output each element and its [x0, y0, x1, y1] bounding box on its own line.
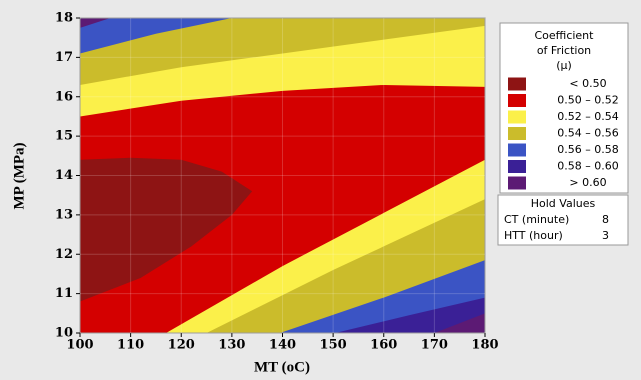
contour-region	[335, 297, 485, 333]
legend-swatch	[508, 94, 526, 107]
y-tick-label: 18	[55, 11, 73, 26]
x-tick-label: 120	[168, 338, 195, 353]
legend-swatch	[508, 143, 526, 157]
y-tick-label: 17	[55, 50, 73, 65]
legend-label: < 0.50	[569, 77, 606, 90]
contour-region	[434, 313, 485, 333]
x-tick-label: 100	[66, 338, 93, 353]
contour-region	[80, 18, 111, 28]
legend-label: 0.56 – 0.58	[557, 143, 618, 156]
x-tick-label: 160	[370, 338, 397, 353]
legend-label: 0.54 – 0.56	[557, 127, 618, 140]
legend-swatch	[508, 127, 526, 140]
legend-swatch	[508, 176, 526, 190]
y-tick-label: 16	[55, 89, 73, 104]
y-tick-label: 10	[55, 326, 73, 341]
x-tick-label: 150	[320, 338, 347, 353]
y-tick-label: 14	[55, 168, 73, 183]
x-axis-label: MT (oC)	[254, 359, 310, 375]
y-tick-label: 12	[55, 247, 73, 262]
legend-title: of Friction	[537, 44, 591, 57]
legend-swatch	[508, 110, 526, 124]
x-tick-label: 180	[471, 338, 498, 353]
hold-title: Hold Values	[531, 197, 596, 210]
legend-label: > 0.60	[569, 176, 606, 189]
contour-region	[80, 157, 253, 302]
hold-name: HTT (hour)	[504, 229, 563, 242]
y-axis-label: MP (MPa)	[11, 142, 27, 209]
x-tick-label: 130	[218, 338, 245, 353]
legend-label: 0.58 – 0.60	[557, 160, 618, 173]
legend-label: 0.50 – 0.52	[557, 94, 618, 107]
y-tick-label: 11	[55, 286, 73, 301]
x-tick-label: 110	[117, 338, 144, 353]
hold-name: CT (minute)	[504, 213, 569, 226]
legend-swatch	[508, 160, 526, 173]
legend-swatch	[508, 77, 526, 91]
x-tick-label: 170	[421, 338, 448, 353]
contour-region	[80, 18, 232, 54]
legend-title: (μ)	[556, 59, 572, 72]
y-tick-label: 13	[55, 207, 73, 222]
legend-label: 0.52 – 0.54	[557, 110, 618, 123]
hold-box	[497, 194, 629, 246]
hold-value: 8	[602, 213, 609, 226]
plot-area	[80, 18, 485, 333]
y-tick-label: 15	[55, 129, 73, 144]
x-tick-label: 140	[269, 338, 296, 353]
contour-region	[80, 18, 485, 85]
hold-value: 3	[602, 229, 609, 242]
legend-title: Coefficient	[535, 29, 595, 42]
